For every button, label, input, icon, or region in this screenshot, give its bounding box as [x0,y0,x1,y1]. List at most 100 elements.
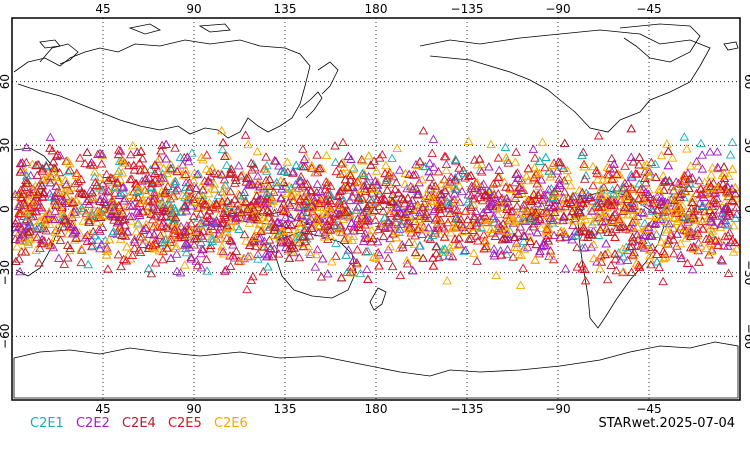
observation-marker [56,209,67,218]
observation-marker [697,200,708,210]
observation-marker [383,218,394,227]
observation-marker [710,235,721,245]
observation-marker [425,172,436,181]
legend-item-c2e6: C2E6 [213,416,248,431]
observation-marker [116,188,127,198]
observation-marker [149,191,160,200]
observation-marker [405,224,415,234]
observation-marker [430,225,440,235]
observation-marker [443,183,453,192]
observation-marker [394,227,404,237]
observation-marker [300,223,310,232]
observation-marker [704,202,714,211]
observation-marker [727,164,738,173]
observation-marker [366,207,377,216]
observation-marker [580,264,590,274]
observation-marker [518,236,529,245]
observation-marker [302,179,313,188]
observation-marker [662,224,673,234]
observation-marker [672,216,683,225]
observation-marker [687,197,698,207]
observation-marker [639,208,649,217]
lon-tick-label-top: 180 [365,2,388,16]
observation-marker [479,235,490,245]
observation-marker [623,190,633,199]
observation-marker [301,196,311,205]
observation-marker [146,209,156,218]
observation-marker [518,263,528,272]
observation-marker [22,171,32,180]
observation-marker [612,183,623,192]
observation-marker [158,163,169,172]
lon-tick-label-top: −90 [545,2,570,16]
observation-marker [507,215,517,224]
observation-marker [449,204,460,213]
observation-marker [543,236,554,245]
lon-tick-label-bottom: −45 [636,402,661,416]
observation-marker [610,249,620,258]
observation-marker [45,132,56,141]
observation-marker [279,177,289,186]
observation-marker [95,226,105,235]
observation-marker [679,132,690,141]
observation-marker [680,212,690,222]
observation-marker [400,179,410,188]
observation-marker [677,201,688,210]
observation-marker [84,199,94,208]
observation-marker [479,190,490,199]
observation-marker [685,227,696,236]
observation-marker [347,235,358,244]
observation-marker [599,185,609,195]
observation-marker [261,175,271,185]
observation-marker [31,192,42,202]
observation-marker [50,227,60,237]
observation-marker [598,209,608,218]
observation-marker [682,258,693,267]
observation-marker [61,191,72,201]
observation-marker [555,232,566,242]
observation-marker [110,188,120,197]
eurasia-coast [13,39,311,139]
observation-marker [694,257,704,266]
observation-marker [531,239,542,249]
observation-marker [147,242,158,252]
observation-marker [549,186,560,196]
observation-marker [689,206,700,215]
observation-marker [577,187,588,197]
observation-marker [394,165,405,174]
observation-marker [50,191,60,200]
observation-marker [621,188,632,198]
observation-marker [206,231,217,241]
observation-marker [408,265,418,275]
observation-marker [96,159,107,168]
observation-marker [56,228,66,237]
observation-marker [565,197,576,206]
observation-marker [569,216,579,225]
observation-marker [274,233,285,243]
observation-marker [587,219,597,228]
observation-marker [678,225,689,234]
observation-marker [35,222,45,231]
observation-marker [402,183,412,193]
observation-marker [196,192,207,202]
observation-marker [109,183,119,192]
observation-marker [446,228,456,237]
observation-marker [238,191,249,200]
observation-marker [15,158,26,168]
observation-marker [487,201,497,211]
observation-marker [647,204,657,213]
observation-marker [720,231,730,241]
observation-marker [160,194,171,204]
observation-marker [663,146,674,155]
observation-marker [610,207,621,217]
observation-marker [247,165,257,174]
observation-marker [87,209,97,219]
observation-marker [493,209,503,218]
observation-marker [685,242,696,252]
observation-marker [517,214,528,224]
observation-marker [188,175,199,185]
observation-marker [533,190,544,199]
observation-marker [265,243,276,252]
observation-marker [236,171,246,180]
observation-marker [712,193,722,203]
